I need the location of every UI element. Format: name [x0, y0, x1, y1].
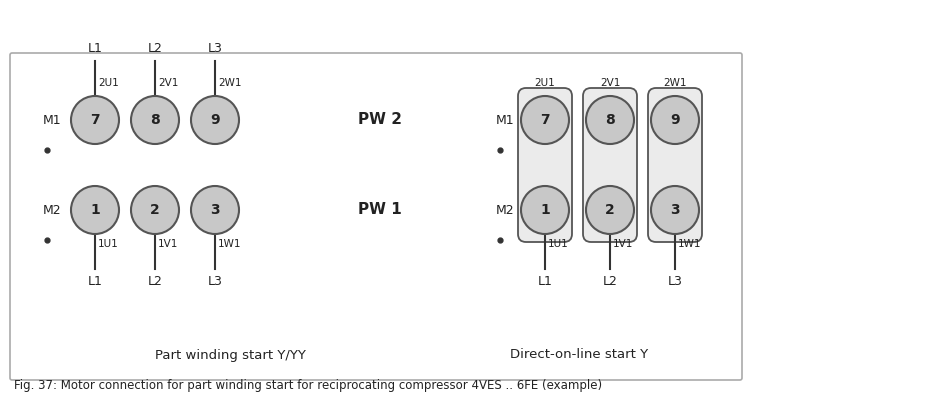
Text: 7: 7 — [91, 113, 100, 127]
Text: 9: 9 — [671, 113, 680, 127]
Text: Fig. 37: Motor connection for part winding start for reciprocating compressor 4V: Fig. 37: Motor connection for part windi… — [14, 379, 602, 392]
Text: 2W1: 2W1 — [663, 78, 686, 88]
Circle shape — [191, 186, 239, 234]
Text: 1U1: 1U1 — [548, 239, 569, 249]
Text: 1U1: 1U1 — [98, 239, 119, 249]
Circle shape — [521, 96, 569, 144]
Circle shape — [521, 186, 569, 234]
Text: L2: L2 — [602, 275, 617, 288]
Circle shape — [131, 186, 179, 234]
FancyBboxPatch shape — [518, 88, 572, 242]
Text: 7: 7 — [540, 113, 550, 127]
Text: 3: 3 — [671, 203, 680, 217]
FancyBboxPatch shape — [648, 88, 702, 242]
Circle shape — [71, 96, 119, 144]
Text: 8: 8 — [605, 113, 615, 127]
Text: 2U1: 2U1 — [534, 78, 556, 88]
Text: 9: 9 — [210, 113, 219, 127]
Text: 2W1: 2W1 — [218, 78, 242, 88]
Text: L2: L2 — [148, 42, 163, 55]
Circle shape — [586, 186, 634, 234]
Circle shape — [586, 96, 634, 144]
Text: 1: 1 — [540, 203, 550, 217]
Text: 8: 8 — [150, 113, 160, 127]
Circle shape — [651, 96, 699, 144]
Circle shape — [131, 96, 179, 144]
Text: PW 1: PW 1 — [358, 202, 402, 217]
Text: M1: M1 — [43, 114, 62, 126]
Circle shape — [71, 186, 119, 234]
Text: 1V1: 1V1 — [158, 239, 178, 249]
Text: M2: M2 — [496, 204, 515, 217]
Text: 2V1: 2V1 — [158, 78, 178, 88]
Text: M1: M1 — [496, 114, 515, 126]
Text: PW 2: PW 2 — [358, 112, 402, 128]
Text: L1: L1 — [538, 275, 552, 288]
Text: 1W1: 1W1 — [218, 239, 242, 249]
Text: Part winding start Y/YY: Part winding start Y/YY — [155, 348, 305, 362]
Text: L1: L1 — [88, 275, 103, 288]
Text: 1V1: 1V1 — [613, 239, 633, 249]
Circle shape — [651, 186, 699, 234]
Text: 1: 1 — [90, 203, 100, 217]
Text: 2U1: 2U1 — [98, 78, 119, 88]
FancyBboxPatch shape — [10, 53, 742, 380]
FancyBboxPatch shape — [583, 88, 637, 242]
Text: 3: 3 — [210, 203, 219, 217]
Text: L1: L1 — [88, 42, 103, 55]
Text: L3: L3 — [207, 42, 222, 55]
Text: Direct-on-line start Y: Direct-on-line start Y — [510, 348, 648, 362]
Text: M2: M2 — [43, 204, 62, 217]
Text: 2V1: 2V1 — [600, 78, 620, 88]
Text: L3: L3 — [207, 275, 222, 288]
Text: 2: 2 — [150, 203, 160, 217]
Text: L2: L2 — [148, 275, 163, 288]
Circle shape — [191, 96, 239, 144]
Text: 2: 2 — [605, 203, 615, 217]
Text: L3: L3 — [668, 275, 683, 288]
Text: 1W1: 1W1 — [678, 239, 701, 249]
